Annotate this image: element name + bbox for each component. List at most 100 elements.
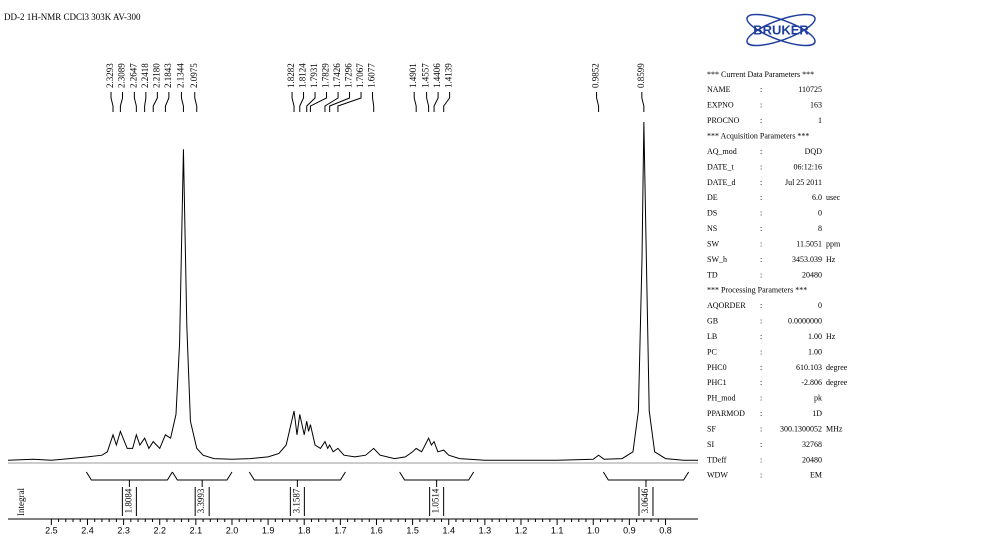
param-sep: :: [760, 394, 762, 403]
x-tick-label: 1.4: [442, 525, 455, 535]
param-value: 20480: [802, 270, 822, 279]
param-sep: :: [760, 178, 762, 187]
peak-label: 0.9852: [591, 63, 601, 88]
param-value: Jul 25 2011: [785, 178, 822, 187]
param-name: PH_mod: [707, 394, 735, 403]
param-sep: :: [760, 301, 762, 310]
integral-value: 3.1587: [291, 488, 301, 513]
peak-marker: [194, 92, 198, 112]
param-value: pk: [814, 394, 822, 403]
param-name: AQORDER: [707, 301, 746, 310]
x-tick-label: 1.7: [334, 525, 347, 535]
param-unit: MHz: [826, 424, 843, 433]
param-section: *** Current Data Parameters ***: [707, 70, 814, 79]
param-value: 11.5051: [796, 239, 822, 248]
param-name: LB: [707, 332, 717, 341]
peak-label: 1.4139: [444, 63, 454, 88]
peak-marker: [133, 92, 137, 112]
param-name: PPARMOD: [707, 409, 745, 418]
param-value: 8: [818, 224, 822, 233]
param-name: PHC1: [707, 378, 727, 387]
param-value: 3453.039: [792, 255, 822, 264]
peak-marker: [329, 92, 351, 112]
param-value: DQD: [805, 147, 823, 156]
param-section: *** Processing Parameters ***: [707, 286, 807, 295]
param-value: 20480: [802, 455, 822, 464]
peak-marker: [164, 92, 170, 112]
param-value: 32768: [802, 440, 822, 449]
peak-marker: [443, 92, 451, 112]
param-sep: :: [760, 409, 762, 418]
peak-marker: [641, 92, 645, 112]
peak-marker: [152, 92, 158, 112]
peak-label: 0.8599: [636, 63, 646, 88]
spectrum-line: [7, 121, 698, 461]
x-tick-label: 2.2: [153, 525, 166, 535]
bruker-logo: BRUKER: [746, 13, 816, 47]
param-name: EXPNO: [707, 101, 734, 110]
param-value: 1: [818, 116, 822, 125]
param-unit: degree: [826, 378, 848, 387]
param-value: 0: [818, 301, 822, 310]
param-name: SW_h: [707, 255, 727, 264]
peak-label: 1.7829: [321, 63, 331, 88]
param-name: PROCNO: [707, 116, 740, 125]
peak-marker: [324, 92, 339, 112]
peak-marker: [144, 92, 147, 112]
peak-marker: [426, 92, 430, 112]
param-name: SF: [707, 424, 716, 433]
param-value: 110725: [798, 85, 822, 94]
param-sep: :: [760, 193, 762, 202]
param-sep: :: [760, 85, 762, 94]
peak-marker: [596, 92, 600, 112]
peak-label: 2.2180: [151, 63, 161, 88]
x-tick-label: 2.4: [81, 525, 94, 535]
peak-marker: [119, 92, 124, 112]
peak-marker: [372, 92, 375, 112]
param-sep: :: [760, 224, 762, 233]
x-tick-label: 1.8: [298, 525, 311, 535]
integral-value: 1.8084: [123, 488, 133, 513]
peak-label: 1.7426: [332, 63, 342, 88]
param-sep: :: [760, 363, 762, 372]
param-section: *** Acquisition Parameters ***: [707, 132, 809, 141]
param-value: 06:12:16: [794, 162, 822, 171]
x-tick-label: 2.5: [45, 525, 58, 535]
x-tick-label: 2.3: [117, 525, 130, 535]
peak-marker: [306, 92, 316, 112]
peak-marker: [291, 92, 295, 112]
x-tick-label: 2.0: [226, 525, 239, 535]
param-name: TDeff: [707, 455, 727, 464]
param-unit: degree: [826, 363, 848, 372]
param-unit: ppm: [826, 239, 841, 248]
param-sep: :: [760, 270, 762, 279]
peak-label: 1.6077: [367, 63, 377, 88]
param-sep: :: [760, 162, 762, 171]
param-sep: :: [760, 209, 762, 218]
peak-marker: [180, 92, 184, 112]
param-name: SW: [707, 239, 719, 248]
peak-label: 1.7296: [344, 63, 354, 88]
peak-label: 2.1843: [163, 63, 173, 88]
param-value: 1.00: [808, 347, 822, 356]
integral-value: 3.0646: [640, 488, 650, 513]
param-name: AQ_mod: [707, 147, 737, 156]
peak-marker: [337, 92, 362, 112]
param-unit: Hz: [826, 255, 836, 264]
param-name: DE: [707, 193, 718, 202]
logo-orbit: [746, 13, 816, 47]
param-sep: :: [760, 471, 762, 480]
peak-label: 1.4901: [408, 63, 418, 88]
x-tick-label: 1.2: [515, 525, 528, 535]
param-unit: Hz: [826, 332, 836, 341]
param-name: NAME: [707, 85, 731, 94]
param-value: 1D: [812, 409, 822, 418]
param-value: -2.806: [801, 378, 822, 387]
param-sep: :: [760, 347, 762, 356]
peak-label: 1.4557: [421, 63, 431, 88]
peak-marker: [110, 92, 114, 112]
integral-label: Integral: [16, 488, 26, 516]
peak-label: 1.8124: [298, 63, 308, 88]
param-value: 1.00: [808, 332, 822, 341]
